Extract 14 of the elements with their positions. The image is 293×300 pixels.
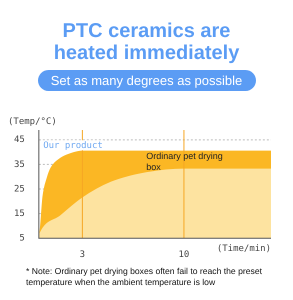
- y-tick-label: 35: [14, 160, 25, 170]
- x-tick-label: 10: [178, 250, 190, 260]
- y-axis-title: (Temp/°C): [8, 117, 57, 127]
- chart-title: PTC ceramics are heated immediately: [52, 20, 240, 64]
- y-tick-label: 45: [14, 135, 25, 146]
- y-tick-label: 5: [19, 234, 25, 244]
- text: * Note: Ordinary pet drying boxes often fail to reach the preset temperature when the ambient temperature is low: [26, 266, 263, 288]
- chart-subtitle: Set as many degrees as possible: [38, 70, 256, 91]
- x-axis-title: (Time/min): [216, 244, 271, 254]
- y-tick-label: 25: [14, 184, 25, 194]
- series-label: Ordinary pet drying box: [146, 151, 223, 172]
- y-tick-label: 15: [14, 208, 25, 219]
- series-label: Our product: [43, 141, 103, 152]
- x-tick-label: 3: [80, 250, 86, 260]
